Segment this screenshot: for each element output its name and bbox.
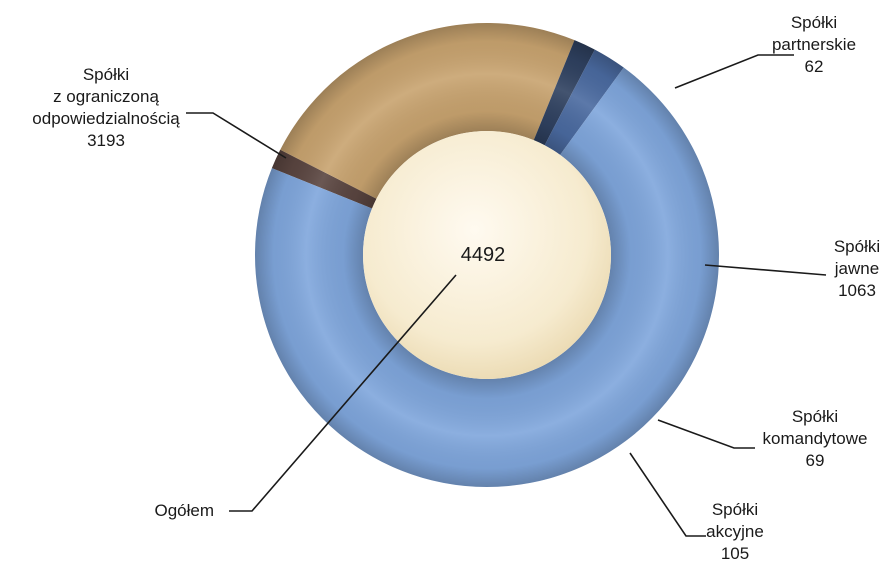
slice-label-line: Spółki <box>712 500 758 519</box>
slice-label-line: Spółki <box>791 13 837 32</box>
slice-value: 3193 <box>87 131 125 150</box>
slice-leader-line <box>704 264 827 276</box>
slice-leader-line <box>674 54 794 89</box>
slice-label-line: z ograniczoną <box>53 87 159 106</box>
slice-label-line: partnerskie <box>772 35 856 54</box>
slice-label: Spółki jawne 1063 <box>834 237 880 300</box>
total-label: Ogółem <box>154 501 214 520</box>
total-value: 4492 <box>461 244 506 266</box>
slice-label-line: Spółki <box>792 407 838 426</box>
slice-label-group: Spółki partnerskie 62 <box>674 13 856 89</box>
slice-label-line: komandytowe <box>763 429 868 448</box>
slice-label-group: Spółki jawne 1063 <box>704 237 880 300</box>
ring-shading <box>255 23 719 487</box>
slice-value: 1063 <box>838 281 876 300</box>
slice-label-group: Spółki komandytowe 69 <box>657 407 868 470</box>
slice-leader-line <box>657 419 755 449</box>
donut-center <box>363 131 611 379</box>
slice-label-line: Spółki <box>834 237 880 256</box>
slice-label: Spółki partnerskie 62 <box>772 13 856 76</box>
slice-value: 62 <box>805 57 824 76</box>
slice-label-group: Spółki z ograniczoną odpowiedzialnością 319… <box>32 65 287 159</box>
slice-leader-line <box>186 112 287 159</box>
slice-label: Spółki komandytowe 69 <box>763 407 868 470</box>
slice-label: Spółki akcyjne 105 <box>706 500 764 563</box>
slice-label: Spółki z ograniczoną odpowiedzialnością 319… <box>32 65 180 150</box>
total-leader-line <box>229 274 457 512</box>
slice-value: 69 <box>806 451 825 470</box>
slice-label-line: odpowiedzialnością <box>32 109 180 128</box>
slice-leader-line <box>629 452 706 537</box>
slice-label-line: Spółki <box>83 65 129 84</box>
slice-label-line: jawne <box>834 259 879 278</box>
slice-label-line: akcyjne <box>706 522 764 541</box>
slice-value: 105 <box>721 544 749 563</box>
slice-label-group: Spółki akcyjne 105 <box>629 452 764 563</box>
